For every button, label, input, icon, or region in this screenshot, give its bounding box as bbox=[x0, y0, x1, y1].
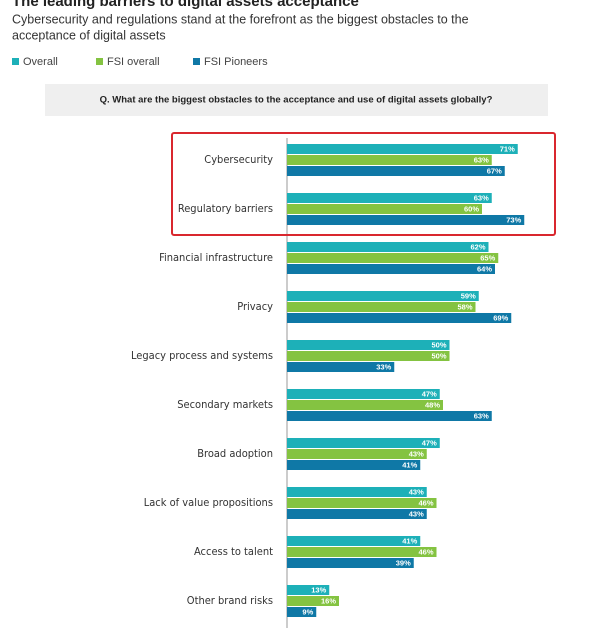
bar bbox=[287, 215, 525, 225]
value-label: 47% bbox=[422, 438, 437, 447]
subtitle: Cybersecurity and regulations stand at t… bbox=[12, 12, 469, 26]
value-label: 60% bbox=[464, 204, 479, 213]
value-label: 39% bbox=[396, 558, 411, 567]
bar bbox=[287, 193, 492, 203]
bar bbox=[287, 596, 339, 606]
category-label: Broad adoption bbox=[197, 447, 273, 460]
bar bbox=[287, 509, 427, 519]
legend-label: FSI overall bbox=[107, 56, 160, 68]
bar bbox=[287, 460, 421, 470]
value-label: 50% bbox=[431, 340, 446, 349]
value-label: 63% bbox=[474, 193, 489, 202]
bar bbox=[287, 302, 476, 312]
question: Q. What are the biggest obstacles to the… bbox=[100, 95, 493, 106]
category-label: Financial infrastructure bbox=[159, 251, 273, 264]
value-label: 9% bbox=[302, 607, 313, 616]
bar bbox=[287, 362, 395, 372]
bar bbox=[287, 558, 414, 568]
bar bbox=[287, 291, 479, 301]
value-label: 41% bbox=[402, 460, 417, 469]
value-label: 47% bbox=[422, 389, 437, 398]
bar bbox=[287, 144, 518, 154]
legend-swatch bbox=[96, 58, 103, 65]
value-label: 43% bbox=[409, 449, 424, 458]
highlight-box bbox=[171, 132, 556, 236]
legend-label: FSI Pioneers bbox=[204, 56, 268, 68]
bar bbox=[287, 351, 450, 361]
bar bbox=[287, 389, 440, 399]
bar bbox=[287, 547, 437, 557]
bar bbox=[287, 536, 421, 546]
value-label: 16% bbox=[321, 596, 336, 605]
value-label: 43% bbox=[409, 487, 424, 496]
value-label: 67% bbox=[487, 166, 502, 175]
category-label: Regulatory barriers bbox=[178, 202, 273, 215]
value-label: 69% bbox=[493, 313, 508, 322]
value-label: 13% bbox=[311, 585, 326, 594]
subtitle: acceptance of digital assets bbox=[12, 28, 166, 42]
value-label: 71% bbox=[500, 144, 515, 153]
bar bbox=[287, 585, 330, 595]
bar bbox=[287, 313, 512, 323]
bar bbox=[287, 498, 437, 508]
value-label: 33% bbox=[376, 362, 391, 371]
value-label: 64% bbox=[477, 264, 492, 273]
bar bbox=[287, 449, 427, 459]
bar bbox=[287, 400, 443, 410]
value-label: 43% bbox=[409, 509, 424, 518]
bar bbox=[287, 204, 482, 214]
value-label: 58% bbox=[457, 302, 472, 311]
category-label: Cybersecurity bbox=[204, 153, 273, 166]
category-label: Lack of value propositions bbox=[144, 496, 273, 509]
value-label: 63% bbox=[474, 155, 489, 164]
value-label: 59% bbox=[461, 291, 476, 300]
bar bbox=[287, 340, 450, 350]
value-label: 62% bbox=[470, 242, 485, 251]
bar bbox=[287, 607, 317, 617]
category-label: Secondary markets bbox=[177, 398, 273, 411]
value-label: 63% bbox=[474, 411, 489, 420]
bar bbox=[287, 487, 427, 497]
bar bbox=[287, 253, 499, 263]
bar bbox=[287, 242, 489, 252]
category-label: Privacy bbox=[237, 300, 273, 313]
value-label: 46% bbox=[418, 547, 433, 556]
value-label: 41% bbox=[402, 536, 417, 545]
legend-swatch bbox=[12, 58, 19, 65]
category-label: Other brand risks bbox=[187, 594, 273, 607]
value-label: 48% bbox=[425, 400, 440, 409]
bar bbox=[287, 264, 495, 274]
bar bbox=[287, 166, 505, 176]
value-label: 50% bbox=[431, 351, 446, 360]
bar bbox=[287, 438, 440, 448]
bar bbox=[287, 411, 492, 421]
chart-title: The leading barriers to digital assets a… bbox=[12, 0, 359, 10]
category-label: Access to talent bbox=[194, 545, 273, 558]
value-label: 65% bbox=[480, 253, 495, 262]
legend-swatch bbox=[193, 58, 200, 65]
category-label: Legacy process and systems bbox=[131, 349, 273, 362]
value-label: 73% bbox=[506, 215, 521, 224]
legend-label: Overall bbox=[23, 56, 58, 68]
value-label: 46% bbox=[418, 498, 433, 507]
question-box bbox=[45, 84, 548, 116]
bar bbox=[287, 155, 492, 165]
